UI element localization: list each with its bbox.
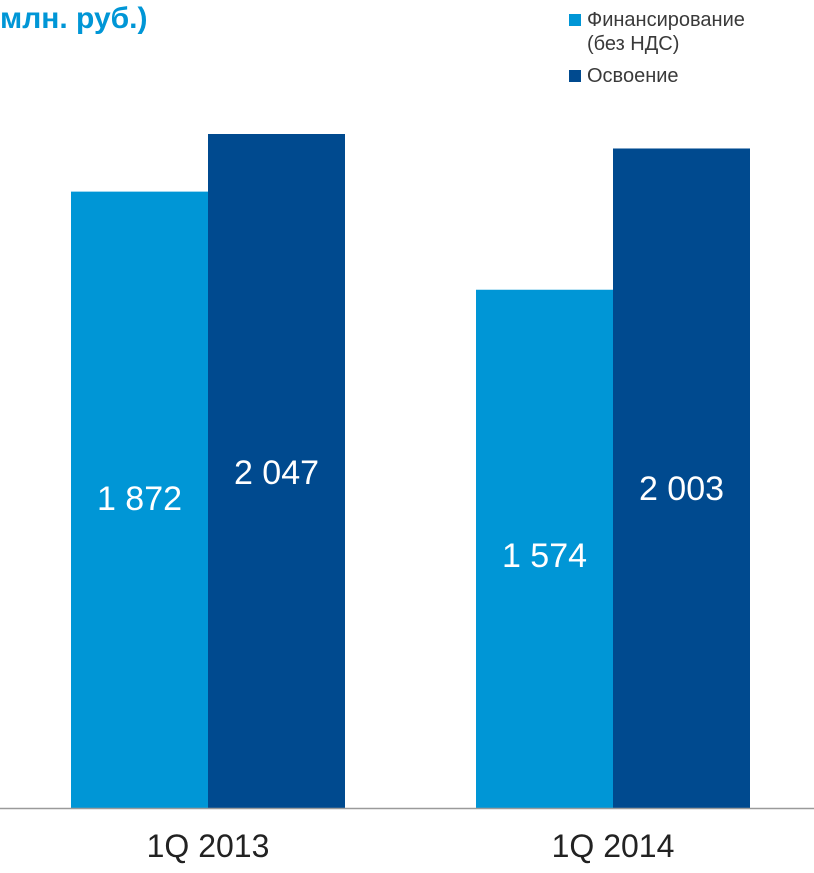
legend-item-development: Освоение xyxy=(569,64,745,88)
x-tick-label-1: 1Q 2014 xyxy=(552,828,675,864)
bar-development-1 xyxy=(613,148,750,808)
legend-swatch-financing xyxy=(569,14,581,26)
x-tick-label-0: 1Q 2013 xyxy=(147,828,270,864)
bar-development-0 xyxy=(208,134,345,808)
bar-financing-0 xyxy=(71,191,208,808)
data-label-development-1: 2 003 xyxy=(639,470,724,508)
legend-item-financing: Финансирование (без НДС) xyxy=(569,8,745,56)
chart-title: млн. руб.) xyxy=(0,2,148,35)
data-label-financing-0: 1 872 xyxy=(97,480,182,518)
legend: Финансирование (без НДС) Освоение xyxy=(569,8,745,88)
legend-label-financing: Финансирование (без НДС) xyxy=(587,9,745,55)
data-label-development-0: 2 047 xyxy=(234,454,319,492)
bar-financing-1 xyxy=(476,289,613,808)
legend-label-development: Освоение xyxy=(587,65,679,87)
data-label-financing-1: 1 574 xyxy=(502,537,587,575)
legend-swatch-development xyxy=(569,70,581,82)
